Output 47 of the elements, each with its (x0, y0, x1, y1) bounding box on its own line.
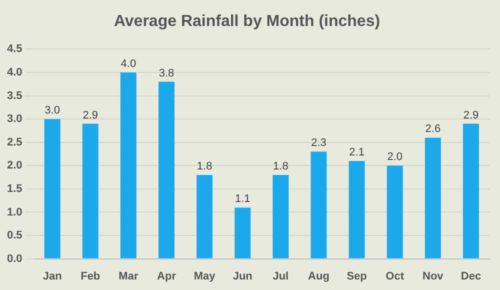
bar (310, 152, 327, 258)
x-tick-label: Aug (308, 270, 330, 282)
y-tick-label: 1.0 (6, 206, 22, 218)
data-label: 4.0 (120, 58, 136, 70)
bar (386, 166, 403, 258)
x-tick-label: Sep (346, 270, 368, 282)
x-tick-label: May (194, 270, 216, 282)
x-tick-label: Jul (272, 270, 289, 282)
y-tick-label: 4.5 (6, 43, 22, 56)
y-tick-label: 3.0 (6, 113, 22, 126)
x-tick-label: Oct (386, 270, 404, 282)
bar (348, 160, 365, 258)
data-label: 2.1 (349, 146, 364, 159)
x-tick-label: Nov (422, 270, 444, 282)
data-label: 2.9 (82, 109, 98, 122)
data-label: 2.6 (425, 123, 441, 136)
y-tick-label: 2.0 (6, 160, 22, 172)
data-label: 3.8 (158, 67, 174, 80)
y-tick-label: 4.0 (6, 66, 22, 79)
y-tick-label: 0.5 (6, 230, 22, 242)
data-label: 1.8 (273, 160, 288, 172)
x-tick-label: Jun (232, 270, 253, 282)
data-label: 1.8 (196, 160, 212, 172)
y-tick-label: 3.5 (6, 90, 22, 102)
y-tick-label: 0.0 (6, 252, 22, 265)
chart-title: Average Rainfall by Month (inches) (114, 13, 380, 30)
y-tick-label: 2.5 (6, 136, 22, 148)
bar (424, 138, 441, 258)
x-tick-label: Mar (118, 270, 139, 282)
data-label: 2.9 (463, 109, 479, 122)
bar (272, 174, 289, 258)
bar (120, 72, 136, 258)
data-label: 3.0 (44, 104, 60, 117)
data-label: 1.1 (234, 193, 250, 206)
x-tick-label: Feb (80, 270, 100, 282)
x-tick-label: Apr (157, 270, 177, 282)
data-label: 2.3 (311, 137, 326, 150)
data-label: 2.0 (387, 151, 402, 164)
bar (196, 174, 213, 258)
x-tick-label: Jan (42, 270, 62, 282)
y-tick-label: 1.5 (6, 182, 22, 195)
x-tick-label: Dec (460, 270, 482, 282)
bar (82, 124, 98, 258)
bar (158, 82, 174, 258)
bar (234, 208, 251, 258)
bar (462, 124, 479, 258)
bar (44, 119, 60, 258)
